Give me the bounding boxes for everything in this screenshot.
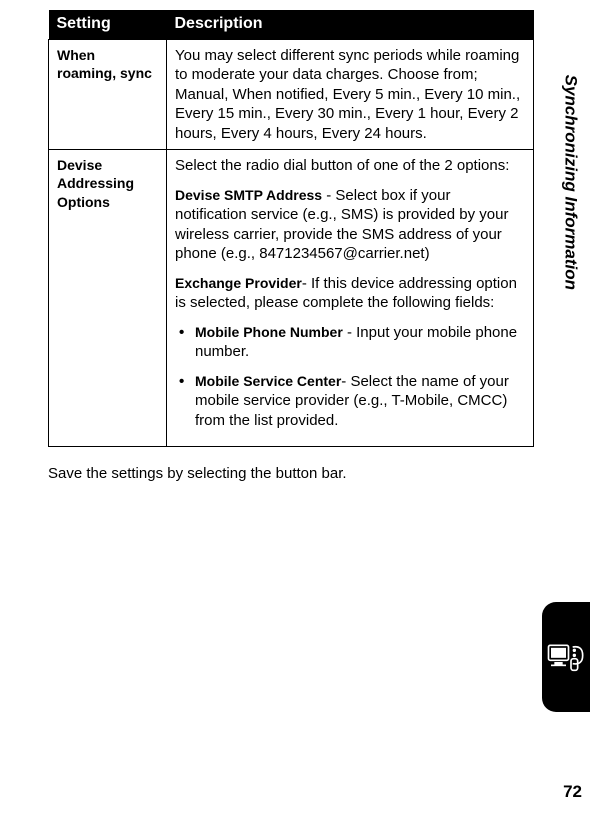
bullet-label-0: Mobile Phone Number [195, 324, 343, 340]
sync-computer-phone-icon [546, 637, 586, 677]
header-setting: Setting [49, 10, 167, 39]
setting-desc-roaming: You may select different sync periods wh… [167, 39, 534, 150]
bullet-list: Mobile Phone Number - Input your mobile … [175, 323, 525, 431]
section-title: Synchronizing Information [560, 75, 580, 290]
exchange-block: Exchange Provider- If this device addres… [175, 274, 525, 313]
smtp-label: Devise SMTP Address [175, 187, 322, 203]
table-row: When roaming, sync You may select differ… [49, 39, 534, 150]
bullet-label-1: Mobile Service Center [195, 373, 341, 389]
setting-name-roaming: When roaming, sync [49, 39, 167, 150]
page-number: 72 [563, 782, 582, 802]
save-instruction: Save the settings by selecting the butto… [48, 465, 534, 482]
list-item: Mobile Phone Number - Input your mobile … [195, 323, 525, 362]
main-content: Setting Description When roaming, sync Y… [0, 0, 542, 816]
setting-name-addressing: Devise Addressing Options [49, 150, 167, 447]
exchange-label: Exchange Provider [175, 275, 302, 291]
list-item: Mobile Service Center- Select the name o… [195, 372, 525, 431]
section-tab [542, 602, 590, 712]
settings-table: Setting Description When roaming, sync Y… [48, 10, 534, 447]
setting-desc-addressing: Select the radio dial button of one of t… [167, 150, 534, 447]
addressing-intro: Select the radio dial button of one of t… [175, 156, 525, 176]
smtp-block: Devise SMTP Address - Select box if your… [175, 186, 525, 264]
table-row: Devise Addressing Options Select the rad… [49, 150, 534, 447]
sidebar: Synchronizing Information 72 [542, 0, 590, 816]
header-description: Description [167, 10, 534, 39]
